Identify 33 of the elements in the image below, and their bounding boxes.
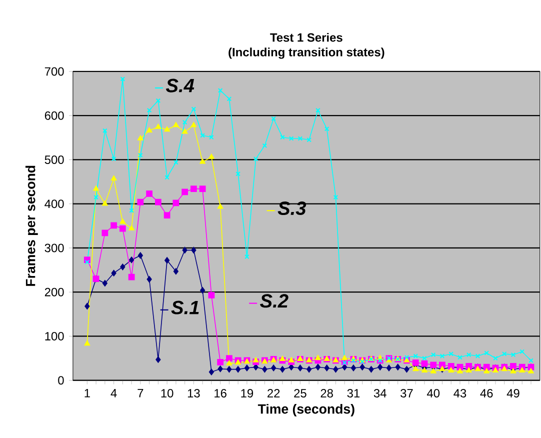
x-tick-label: 49 bbox=[506, 388, 520, 398]
chart-subtitle: (Including transition states) bbox=[228, 48, 384, 59]
chart-title: Test 1 Series bbox=[270, 32, 342, 42]
y-tick-label: 200 bbox=[44, 288, 64, 296]
y-tick-label: 500 bbox=[44, 155, 64, 164]
x-tick-label: 10 bbox=[161, 388, 174, 398]
x-tick-label: 25 bbox=[294, 388, 306, 398]
x-tick-label: 16 bbox=[214, 388, 226, 398]
x-tick-label: 28 bbox=[320, 388, 333, 398]
x-tick-label: 34 bbox=[374, 388, 386, 398]
x-tick-label: 7 bbox=[138, 388, 144, 398]
x-axis-title: Time (seconds) bbox=[258, 404, 354, 416]
y-tick-label: 0 bbox=[58, 376, 64, 384]
y-tick-label: 100 bbox=[45, 332, 64, 340]
y-axis-title: Frames per second bbox=[25, 166, 38, 286]
x-tick-label: 43 bbox=[454, 388, 466, 398]
x-tick-label: 37 bbox=[400, 388, 413, 398]
y-tick-label: 300 bbox=[44, 244, 64, 252]
legend-label: S.1 bbox=[171, 300, 199, 314]
x-tick-label: 40 bbox=[426, 388, 440, 398]
x-tick-label: 1 bbox=[84, 388, 90, 398]
y-tick-label: 600 bbox=[44, 111, 64, 120]
y-tick-label: 400 bbox=[44, 200, 64, 208]
x-tick-label: 19 bbox=[241, 388, 254, 398]
legend-label: S.3 bbox=[278, 201, 306, 215]
legend-label: S.2 bbox=[260, 294, 288, 308]
x-tick-label: 46 bbox=[480, 388, 493, 398]
x-tick-label: 22 bbox=[268, 388, 280, 398]
x-tick-label: 31 bbox=[347, 388, 360, 398]
y-tick-label: 700 bbox=[44, 67, 64, 76]
legend-label: S.4 bbox=[166, 78, 194, 92]
x-tick-label: 13 bbox=[188, 388, 200, 398]
x-tick-label: 4 bbox=[110, 388, 117, 398]
